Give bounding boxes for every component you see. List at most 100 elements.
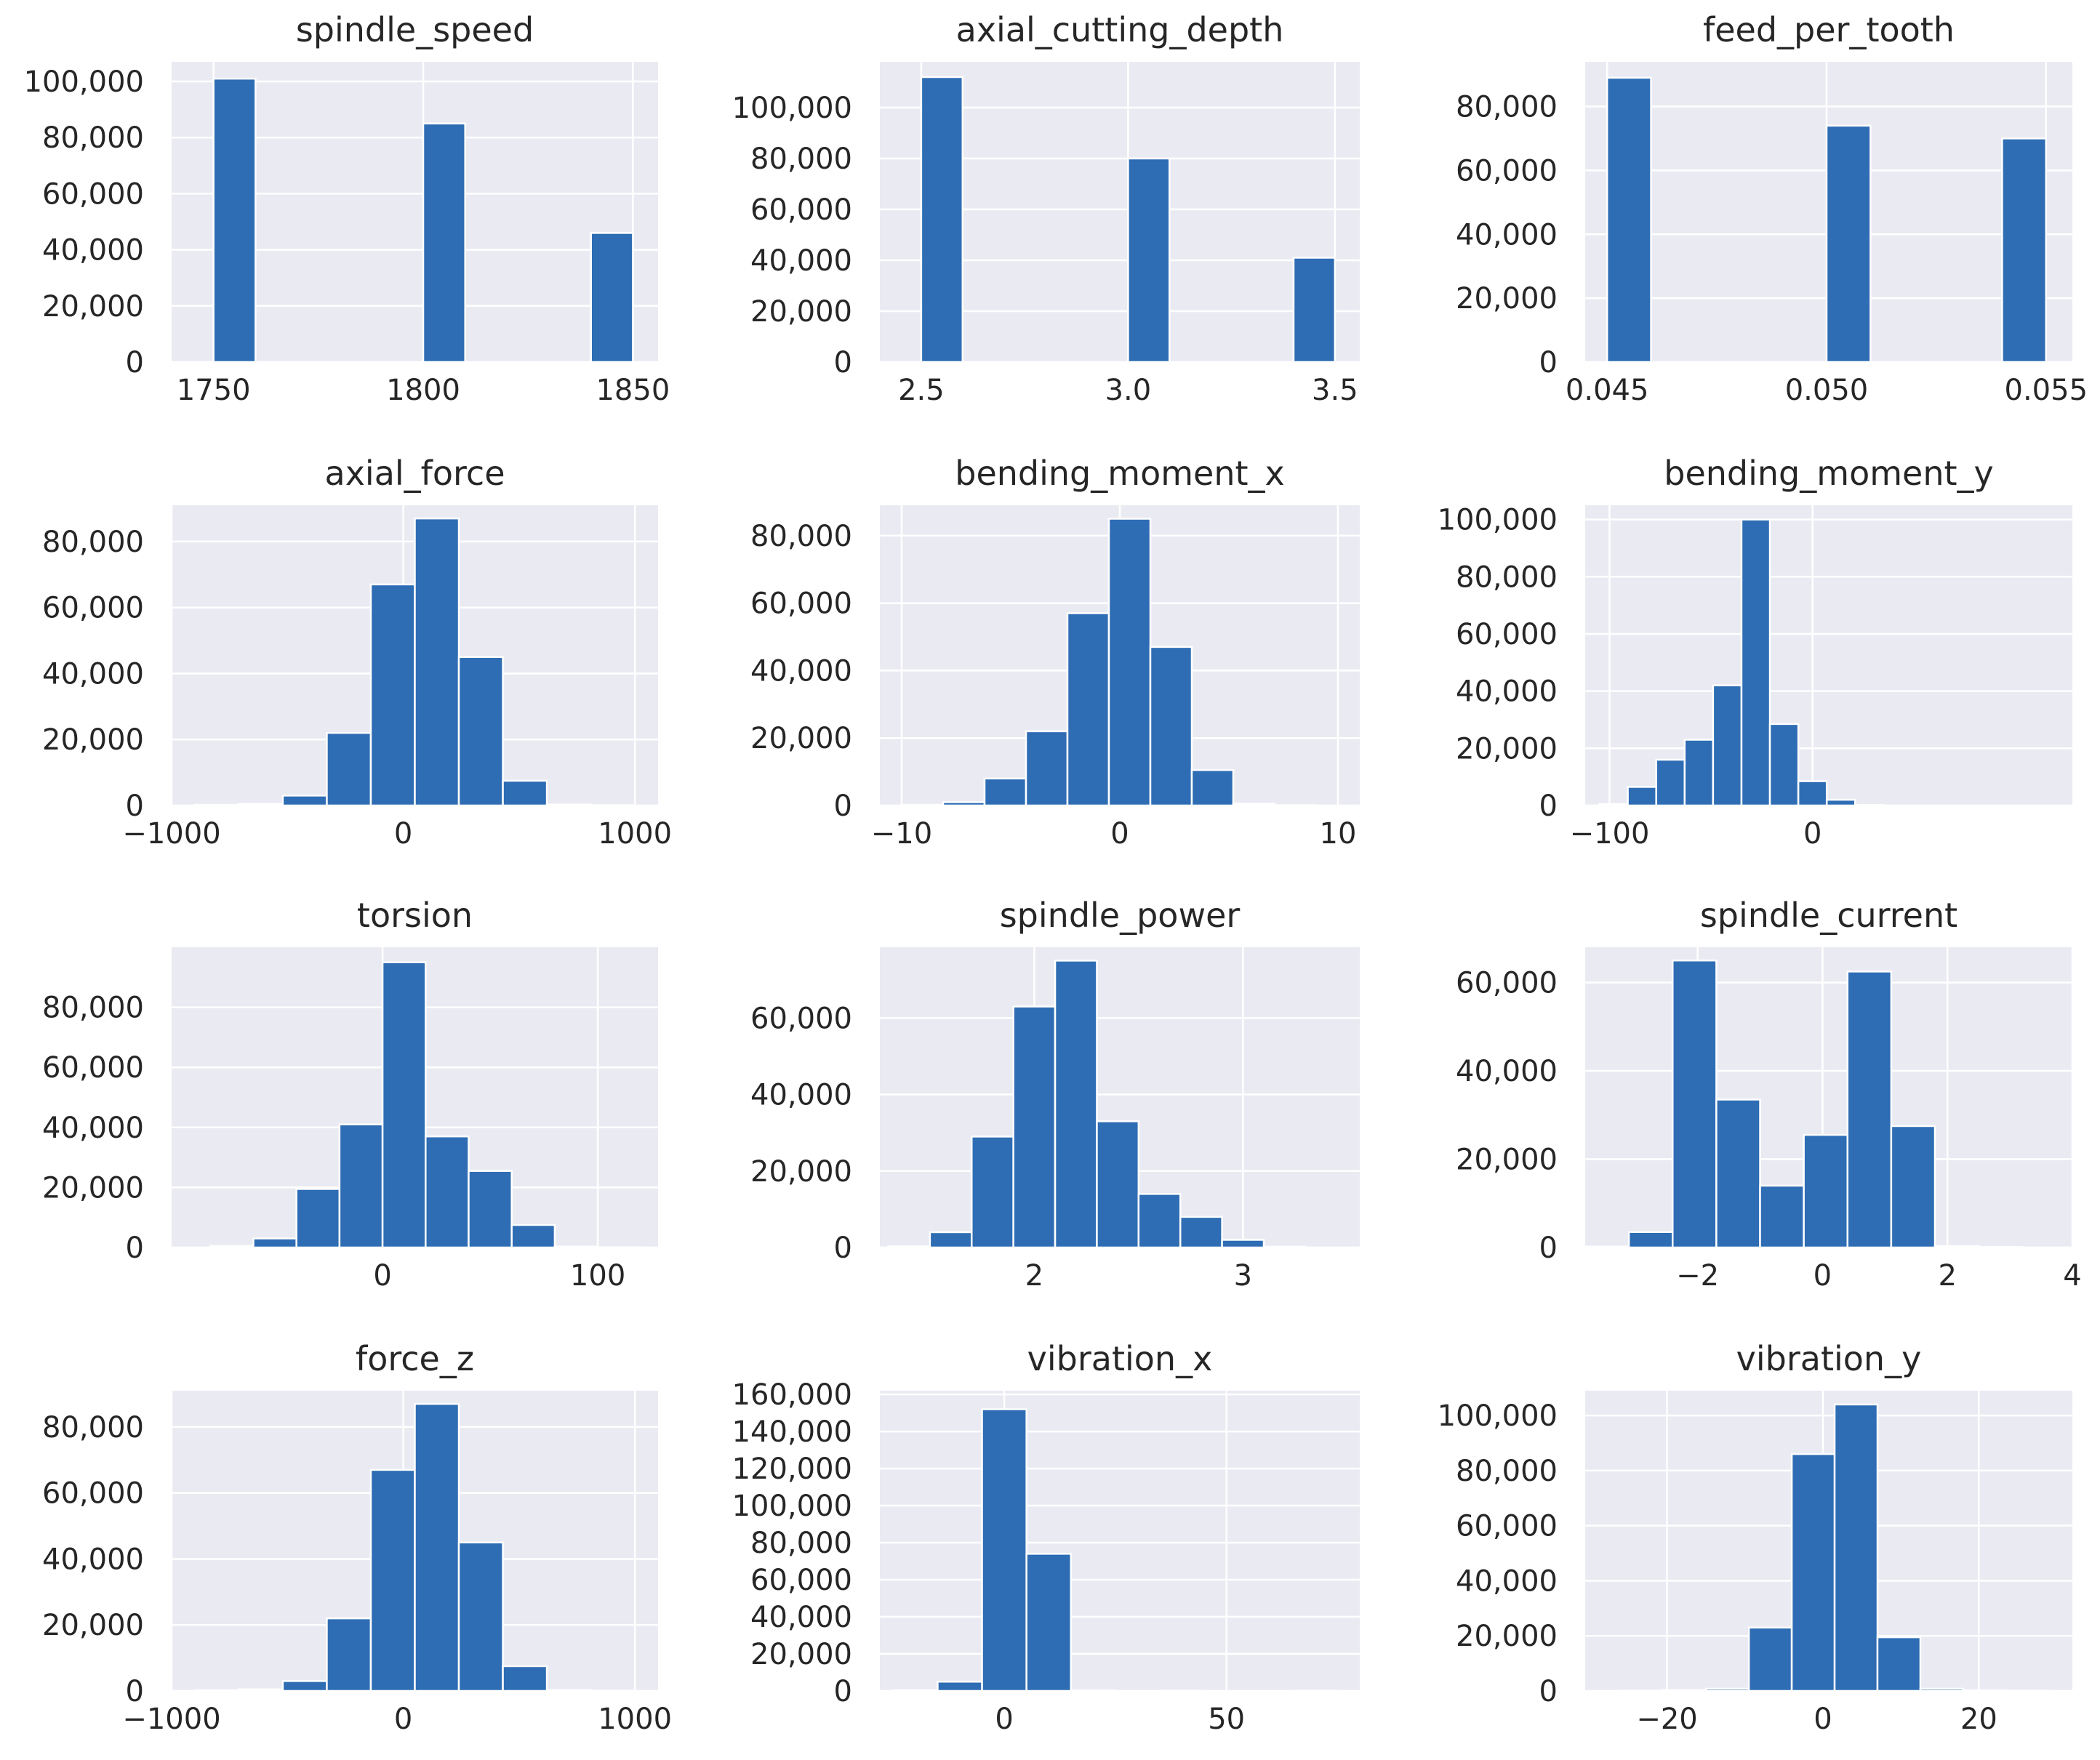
histogram-bar: [381, 961, 427, 1249]
y-tick-label: 20,000: [1456, 1144, 1558, 1177]
histogram-bar: [502, 779, 548, 807]
y-tick-label: 60,000: [42, 1051, 144, 1085]
histogram-bar: [1876, 1636, 1922, 1692]
x-tick-label: 0: [373, 1259, 391, 1293]
histogram-bar: [1790, 1452, 1836, 1692]
x-tick-label: 1850: [596, 374, 670, 407]
histogram-bar: [425, 1135, 470, 1249]
histogram-bar: [1759, 1184, 1805, 1249]
histogram-bar: [1025, 1553, 1073, 1692]
y-tick-label: 80,000: [750, 520, 852, 553]
histogram-bar: [326, 731, 372, 807]
x-tick-label: 3.0: [1105, 374, 1152, 407]
y-tick-label: 40,000: [42, 657, 144, 691]
histogram-bar: [281, 1680, 328, 1692]
y-tick-label: 20,000: [750, 722, 852, 755]
histogram-bar: [1919, 1687, 1965, 1692]
y-tick-label: 20,000: [1456, 282, 1558, 316]
histogram-bar: [1179, 1215, 1223, 1249]
x-tick-label: 4: [2063, 1259, 2081, 1293]
histogram-bar: [1054, 960, 1098, 1249]
y-tick-label: 40,000: [750, 1601, 852, 1634]
histogram-bar: [1890, 1125, 1936, 1249]
histogram-bar: [971, 1136, 1014, 1249]
histogram-panel-axial-force: −1000 0 1000020,00040,00060,00080,000axial…: [42, 454, 672, 851]
histogram-bar: [1137, 1193, 1182, 1249]
y-tick-label: 60,000: [42, 1477, 144, 1511]
histogram-bar: [209, 1245, 255, 1249]
panel-title: force_z: [356, 1339, 474, 1378]
histogram-bar: [238, 803, 284, 807]
y-tick-label: 0: [1539, 789, 1558, 823]
y-tick-label: 0: [126, 1675, 144, 1708]
y-tick-label: 0: [834, 789, 852, 823]
panel-title: spindle_current: [1700, 896, 1957, 935]
y-tick-label: 60,000: [1456, 154, 1558, 188]
panel-title: spindle_power: [1000, 896, 1241, 935]
histogram-bar: [1190, 769, 1235, 807]
histogram-bar: [1096, 1120, 1140, 1249]
histogram-bar: [1704, 1687, 1750, 1692]
panel-title: bending_moment_x: [955, 454, 1284, 493]
histogram-bar: [1066, 612, 1110, 807]
x-tick-label: 1800: [386, 374, 460, 407]
y-tick-label: 100,000: [732, 1490, 852, 1523]
histogram-bar: [1683, 739, 1715, 807]
x-tick-label: 0.045: [1566, 374, 1649, 407]
x-tick-label: 3.5: [1312, 374, 1358, 407]
histogram-bar: [981, 1408, 1027, 1692]
y-tick-label: 100,000: [1438, 504, 1558, 537]
y-tick-label: 0: [834, 1675, 852, 1708]
histogram-bar: [457, 656, 504, 807]
panel-title: feed_per_tooth: [1703, 10, 1955, 49]
x-tick-label: −100: [1570, 817, 1650, 851]
y-tick-label: 100,000: [1438, 1399, 1558, 1433]
panel-title: vibration_y: [1736, 1339, 1922, 1378]
x-tick-label: 0: [1110, 817, 1129, 851]
y-tick-label: 80,000: [42, 526, 144, 559]
histogram-bar: [1232, 803, 1276, 807]
y-tick-label: 60,000: [42, 177, 144, 211]
x-tick-label: 0: [1814, 1703, 1832, 1736]
histogram-bar: [252, 1237, 297, 1249]
histogram-bar: [887, 1245, 931, 1249]
histogram-panel-bending-moment-y: −100 0 0 20,000 40,000 60,000 80,000 100,000 ben…: [1438, 454, 2072, 851]
y-tick-label: 80,000: [750, 1527, 852, 1560]
histogram-panel-feed-per-tooth: 0.045 0.050 0.055 0 20,000 40,000 60,000 80,000…: [1456, 10, 2088, 407]
y-tick-label: 20,000: [750, 1155, 852, 1189]
histogram-bar: [422, 122, 466, 363]
histogram-bar: [238, 1688, 284, 1692]
histogram-bar: [1292, 257, 1336, 363]
histogram-bar: [1127, 157, 1171, 363]
x-tick-label: 20: [1960, 1703, 1997, 1736]
plot-area: [1585, 505, 2072, 805]
x-tick-label: −1000: [122, 817, 220, 851]
y-tick-label: 20,000: [42, 723, 144, 757]
y-tick-label: 20,000: [750, 1638, 852, 1671]
y-tick-label: 0: [1539, 1231, 1558, 1265]
y-tick-label: 40,000: [1456, 1055, 1558, 1088]
x-tick-label: 10: [1320, 817, 1357, 851]
panel-title: bending_moment_y: [1664, 454, 1993, 493]
histogram-panel-vibration-x: 0 50 0 20,000 40,000 60,000 80,000 100,000 120,0…: [732, 1339, 1360, 1736]
x-tick-label: 0: [394, 1703, 412, 1736]
x-tick-label: 0: [995, 1703, 1013, 1736]
histogram-bar: [1627, 1231, 1674, 1249]
histogram-bar: [1962, 1689, 2008, 1692]
histogram-bar: [590, 232, 634, 363]
panel-title: spindle_speed: [296, 10, 534, 49]
histogram-bar: [1768, 723, 1800, 807]
y-tick-label: 0: [1539, 1675, 1558, 1708]
histogram-bar: [1712, 684, 1743, 807]
x-tick-label: 0.055: [2005, 374, 2088, 407]
y-tick-label: 0: [126, 789, 144, 823]
y-tick-label: 140,000: [732, 1415, 852, 1449]
histogram-bar: [1933, 1245, 1980, 1249]
y-tick-label: 80,000: [42, 1411, 144, 1444]
panel-title: vibration_x: [1027, 1339, 1213, 1378]
histogram-bar: [1012, 1005, 1057, 1249]
y-tick-label: 40,000: [42, 1112, 144, 1145]
y-tick-label: 40,000: [42, 1543, 144, 1576]
histogram-bar: [1797, 780, 1828, 807]
histogram-panel-spindle-speed: 1750 1800 1850 0 20,000 40,000 60,000 80,000 100…: [24, 10, 670, 407]
